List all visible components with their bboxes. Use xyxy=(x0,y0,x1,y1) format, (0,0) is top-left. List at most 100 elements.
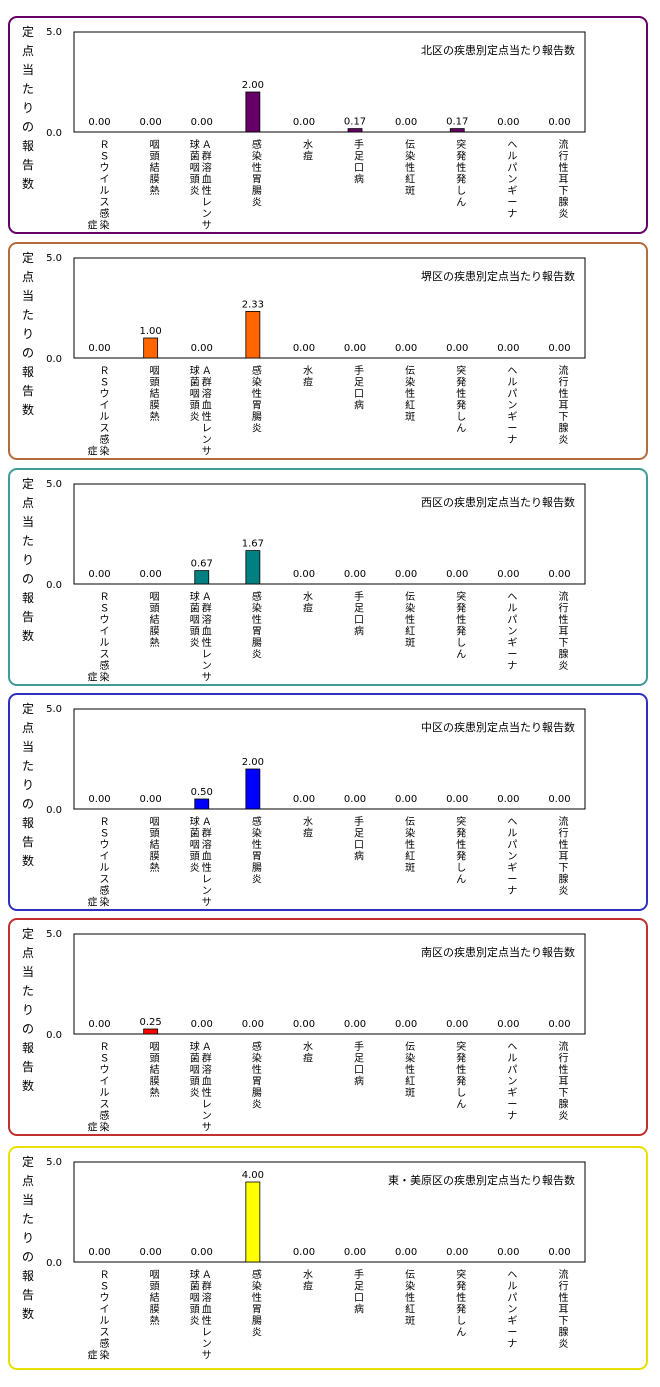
category-label: 咽頭結膜熱 xyxy=(150,139,160,197)
category-label-char: 性 xyxy=(558,1063,568,1076)
category-label-char: 症 xyxy=(88,445,98,458)
category-label-char: 結 xyxy=(150,1063,160,1076)
category-label-char: 咽 xyxy=(190,1064,200,1076)
category-label-char: イ xyxy=(100,401,110,412)
data-label: 4.00 xyxy=(242,1170,264,1181)
category-label: 咽頭結膜熱 xyxy=(150,1041,160,1099)
category-label: 手足口病 xyxy=(354,815,364,863)
category-label-char: 性 xyxy=(252,161,262,174)
category-label-char: サ xyxy=(202,672,212,684)
bar xyxy=(143,337,159,359)
category-label-char: 流 xyxy=(558,364,568,377)
category-label: 流行性耳下腺炎 xyxy=(558,1268,568,1350)
category-label-char: サ xyxy=(202,446,212,458)
category-label-char: ル xyxy=(507,1282,517,1293)
data-label: 0.00 xyxy=(88,569,110,580)
y-tick-label: 5.0 xyxy=(46,27,62,38)
y-axis-label-char: 告 xyxy=(22,1288,34,1302)
category-label-char: 溶 xyxy=(202,161,212,174)
y-axis-label-char: 点 xyxy=(22,1174,34,1188)
category-label-char: 胃 xyxy=(252,400,262,412)
data-label: 0.00 xyxy=(497,117,519,128)
category-label-char: 咽 xyxy=(150,816,160,828)
category-label-char: 感 xyxy=(252,364,262,377)
bar xyxy=(245,550,261,585)
category-label-char: ル xyxy=(100,1316,110,1327)
data-label: 1.67 xyxy=(242,539,264,550)
category-label-char: 足 xyxy=(354,603,364,615)
category-label: 水痘 xyxy=(303,591,313,615)
category-label: 咽頭結膜熱 xyxy=(150,816,160,874)
category-label: 手足口病 xyxy=(354,364,364,412)
category-label-char: 胃 xyxy=(252,851,262,863)
category-label-char: 耳 xyxy=(558,1076,568,1088)
y-axis-label-char: た xyxy=(22,308,34,322)
y-axis-label: 定点当たりの報告数 xyxy=(22,24,34,191)
category-label-char: 痘 xyxy=(303,1280,313,1293)
category-label-char: 伝 xyxy=(405,816,415,828)
category-label-char: 球 xyxy=(190,1040,200,1053)
category-label-char: 感 xyxy=(100,1109,110,1122)
category-label-char: ル xyxy=(507,152,517,163)
data-label: 0.00 xyxy=(446,343,468,354)
category-label-char: ヘ xyxy=(507,140,517,151)
data-label: 0.00 xyxy=(88,794,110,805)
category-label-char: 咽 xyxy=(150,591,160,603)
category-label-char: 炎 xyxy=(558,1338,568,1350)
y-tick-label: 5.0 xyxy=(46,929,62,940)
category-label: 流行性耳下腺炎 xyxy=(558,364,568,446)
category-label-char: 球 xyxy=(190,364,200,377)
category-label-char: 菌 xyxy=(190,377,200,389)
category-label-char: 病 xyxy=(354,850,364,863)
category-label-char: 感 xyxy=(252,1268,262,1281)
category-label-char: 血 xyxy=(202,625,212,638)
y-axis-label-char: た xyxy=(22,984,34,998)
category-label-char: 発 xyxy=(456,1052,466,1065)
category-label-char: 膜 xyxy=(150,1076,160,1088)
category-label-char: 紅 xyxy=(405,1304,415,1316)
category-label-char: 頭 xyxy=(190,1076,200,1088)
category-label-char: 病 xyxy=(354,625,364,638)
category-label-char: 結 xyxy=(150,1291,160,1304)
category-label-char: 感 xyxy=(252,1040,262,1053)
category-label-char: ー xyxy=(507,1100,517,1111)
category-label: 流行性耳下腺炎 xyxy=(558,138,568,220)
data-label: 0.00 xyxy=(191,1247,213,1258)
category-label-char: イ xyxy=(100,627,110,638)
y-axis-label-char: 数 xyxy=(22,853,34,868)
y-axis-label-char: 告 xyxy=(22,1060,34,1074)
bar-chart: 定点当たりの報告数 5.0 0.0 北区の疾患別定点当たり報告数 0.00 0.00 0.0… xyxy=(22,24,586,232)
category-label-char: Ｓ xyxy=(100,1282,110,1293)
data-label: 0.00 xyxy=(497,794,519,805)
data-label: 0.00 xyxy=(344,1247,366,1258)
category-label-char: Ｓ xyxy=(100,152,110,163)
y-axis-label-char: 当 xyxy=(22,1193,34,1207)
category-label-char: ん xyxy=(456,423,466,435)
category-label-char: 染 xyxy=(100,1349,110,1362)
category-label-char: 流 xyxy=(558,1268,568,1281)
category-label-char: 性 xyxy=(558,161,568,174)
category-label: ヘルパンギーナ xyxy=(507,366,517,446)
category-label-char: し xyxy=(456,185,466,197)
category-label-char: イ xyxy=(100,175,110,186)
category-label-char: ギ xyxy=(507,1087,517,1099)
category-label-char: 水 xyxy=(303,591,313,603)
category-label: 咽頭結膜熱 xyxy=(150,365,160,423)
category-label-char: レ xyxy=(202,198,212,209)
y-axis-label-char: 報 xyxy=(22,591,34,605)
category-label-char: ん xyxy=(456,1327,466,1339)
category-label-char: 咽 xyxy=(190,1292,200,1304)
category-label-char: 感 xyxy=(252,138,262,151)
category-label-char: 性 xyxy=(456,1063,466,1076)
category-label-char: 溶 xyxy=(202,387,212,400)
category-label-char: ー xyxy=(507,424,517,435)
category-label-char: 熱 xyxy=(150,184,160,197)
category-label-char: レ xyxy=(202,1328,212,1339)
y-axis-label-char: 当 xyxy=(22,965,34,979)
category-label-char: 症 xyxy=(88,1121,98,1134)
data-label: 0.17 xyxy=(344,117,366,128)
y-axis-label-char: り xyxy=(22,327,34,341)
category-label-char: 咽 xyxy=(190,839,200,851)
district-chart-panel: 定点当たりの報告数 5.0 0.0 西区の疾患別定点当たり報告数 0.00 0.00 0.6… xyxy=(8,468,648,686)
category-label-char: Ａ xyxy=(202,366,212,377)
